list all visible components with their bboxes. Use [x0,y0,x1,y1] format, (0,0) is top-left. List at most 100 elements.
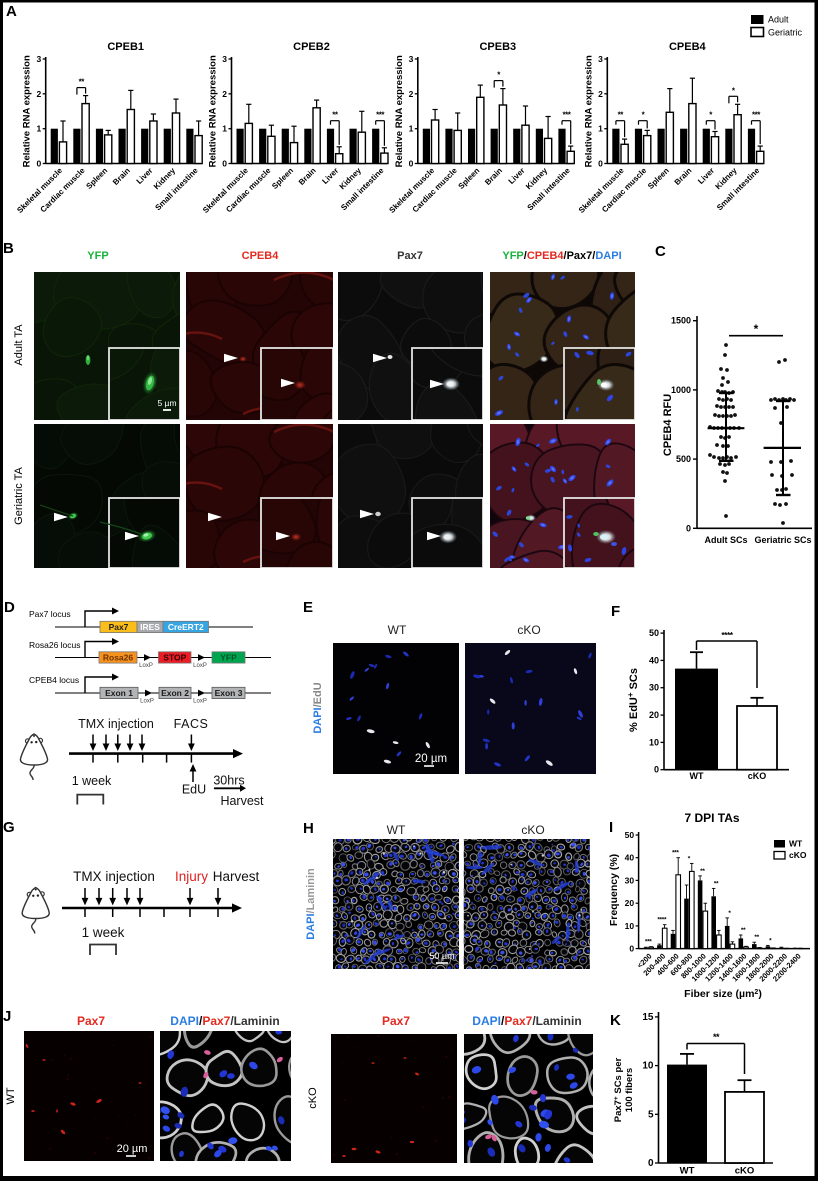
svg-text:0: 0 [648,1158,654,1169]
svg-text:Geriatric TA: Geriatric TA [13,467,25,525]
svg-text:500: 500 [676,454,691,464]
svg-text:Pax7: Pax7 [382,1014,410,1028]
svg-text:2: 2 [36,89,41,99]
svg-text:Relative RNA expression: Relative RNA expression [208,55,219,167]
svg-text:***: *** [645,939,652,946]
svg-text:cKO: cKO [517,623,540,637]
svg-text:WT: WT [789,839,803,849]
svg-text:F: F [611,603,620,620]
svg-text:WT: WT [387,823,406,837]
svg-text:****: **** [721,630,733,640]
svg-text:Exon 1: Exon 1 [105,688,133,698]
svg-text:WT: WT [690,771,704,781]
svg-text:Exon 3: Exon 3 [215,688,243,698]
svg-text:**: ** [700,868,705,875]
svg-text:***: *** [752,111,761,120]
svg-text:3: 3 [598,54,603,64]
svg-text:10: 10 [625,921,635,931]
svg-text:CPEB4 RFU: CPEB4 RFU [662,394,674,456]
svg-text:50 µm: 50 µm [429,951,454,961]
svg-text:WT: WT [680,1166,695,1177]
svg-text:1500: 1500 [671,316,691,326]
svg-text:TMX injection: TMX injection [78,717,154,731]
svg-text:Fiber size (µm2): Fiber size (µm2) [684,988,762,1000]
svg-text:5: 5 [648,1109,654,1120]
svg-text:0: 0 [654,765,659,775]
svg-text:10: 10 [642,1061,654,1072]
svg-text:Adult: Adult [768,15,789,25]
svg-text:CPEB4: CPEB4 [242,250,280,262]
svg-text:Pax7+ SCs per: Pax7+ SCs per [613,1057,624,1122]
svg-text:7 DPI TAs: 7 DPI TAs [684,811,739,825]
svg-text:FACS: FACS [174,717,209,731]
svg-text:Adult TA: Adult TA [13,324,25,366]
svg-text:Relative RNA expression: Relative RNA expression [394,55,405,167]
svg-text:LoxP: LoxP [139,663,153,669]
svg-text:20 µm: 20 µm [415,753,447,765]
svg-text:10: 10 [649,737,659,747]
svg-text:CPEB3: CPEB3 [479,41,516,53]
svg-text:50: 50 [649,628,659,638]
svg-text:0: 0 [222,159,227,169]
svg-text:cKO: cKO [307,1087,319,1109]
svg-text:WT: WT [388,623,407,637]
svg-text:2: 2 [222,89,227,99]
svg-text:CPEB2: CPEB2 [293,41,330,53]
svg-text:DAPI/Pax7/Laminin: DAPI/Pax7/Laminin [472,1014,581,1028]
svg-text:**: ** [741,927,746,934]
svg-text:I: I [609,819,613,836]
svg-text:Frequency (%): Frequency (%) [608,854,620,926]
svg-text:LoxP: LoxP [193,699,207,705]
svg-text:0: 0 [686,523,691,533]
svg-text:CPEB1: CPEB1 [107,41,144,53]
svg-text:3: 3 [409,54,414,64]
svg-text:Harvest: Harvest [220,794,264,808]
svg-text:cKO: cKO [748,771,767,781]
svg-text:G: G [3,819,15,836]
svg-text:Relative RNA expression: Relative RNA expression [583,55,594,167]
svg-text:J: J [3,1008,11,1025]
svg-text:20 µm: 20 µm [117,1143,148,1155]
svg-text:Pax7 locus: Pax7 locus [29,609,71,619]
svg-text:H: H [303,820,314,837]
svg-text:0: 0 [36,159,41,169]
svg-text:Pax7: Pax7 [77,1014,105,1028]
svg-text:TMX injection: TMX injection [73,869,155,884]
svg-text:3: 3 [36,54,41,64]
svg-text:***: *** [562,111,571,120]
svg-text:1: 1 [36,124,41,134]
svg-text:5 µm: 5 µm [157,398,176,408]
svg-text:C: C [655,243,666,260]
svg-text:20: 20 [649,710,659,720]
svg-text:cKO: cKO [789,850,807,860]
svg-text:****: **** [657,917,667,924]
svg-text:1 week: 1 week [82,925,125,940]
svg-text:CreERT2: CreERT2 [168,622,204,632]
svg-text:YFP: YFP [87,250,108,262]
svg-text:YFP/CPEB4/Pax7/DAPI: YFP/CPEB4/Pax7/DAPI [502,250,621,262]
svg-text:B: B [3,240,14,257]
svg-text:Geriatric SCs: Geriatric SCs [754,535,811,545]
svg-text:1: 1 [222,124,227,134]
svg-text:20: 20 [625,898,635,908]
svg-text:0: 0 [629,944,634,954]
svg-text:**: ** [714,880,719,887]
svg-text:YFP: YFP [220,653,237,663]
svg-text:15: 15 [642,1012,654,1023]
svg-text:40: 40 [625,853,635,863]
svg-text:CPEB4 locus: CPEB4 locus [29,675,79,685]
svg-text:Relative RNA expression: Relative RNA expression [22,55,33,167]
svg-text:Exon 2: Exon 2 [161,688,189,698]
svg-text:2: 2 [409,89,414,99]
svg-text:Harvest: Harvest [213,869,260,884]
svg-text:% EdU+ SCs: % EdU+ SCs [626,668,640,732]
svg-text:Adult SCs: Adult SCs [704,535,747,545]
svg-text:**: ** [713,1032,720,1042]
svg-text:LoxP: LoxP [193,663,207,669]
svg-text:100 fibers: 100 fibers [624,1068,635,1112]
svg-text:Rosa26: Rosa26 [103,653,134,663]
svg-text:A: A [6,3,17,20]
svg-text:***: *** [672,850,679,857]
svg-text:Pax7: Pax7 [397,250,423,262]
svg-text:**: ** [754,934,759,941]
